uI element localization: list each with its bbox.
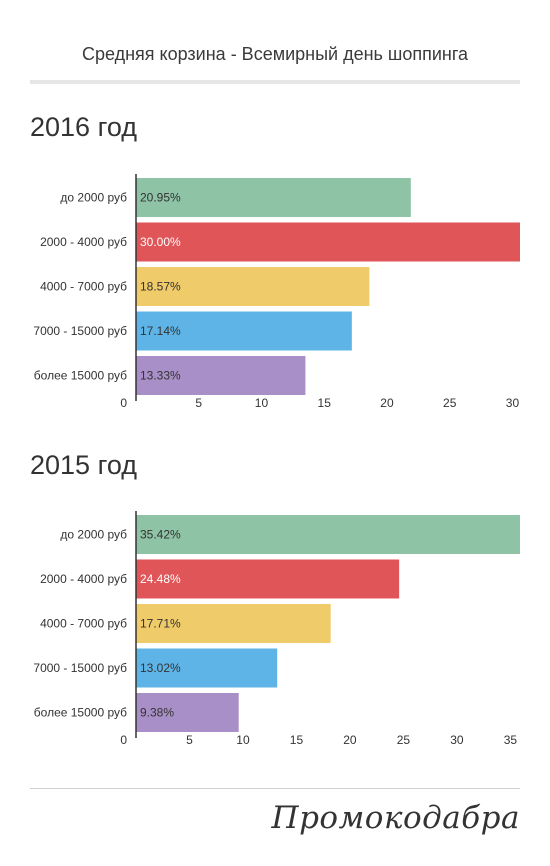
data-label: 30.00% <box>140 235 181 249</box>
bar-2 <box>136 604 331 643</box>
category-label: более 15000 руб <box>34 706 127 720</box>
x-tick-label: 30 <box>506 396 520 410</box>
x-tick-label: 0 <box>120 396 127 410</box>
category-label: 2000 - 4000 руб <box>40 572 127 586</box>
chart-2015: до 2000 руб 35.42% 2000 - 4000 руб 24.48% 40… <box>0 507 550 767</box>
data-label: 17.71% <box>140 617 181 631</box>
data-label: 24.48% <box>140 572 181 586</box>
category-label: 2000 - 4000 руб <box>40 235 127 249</box>
category-label: более 15000 руб <box>34 369 127 383</box>
brand-logo: Промокодабра <box>271 800 520 836</box>
bar-0 <box>136 178 411 217</box>
x-tick-label: 0 <box>120 733 127 747</box>
page-title: Средняя корзина - Всемирный день шоппинг… <box>81 44 469 64</box>
category-label: до 2000 руб <box>60 528 127 542</box>
data-label: 13.33% <box>140 369 181 383</box>
bar-1 <box>136 559 400 599</box>
x-tick-label: 10 <box>255 396 269 410</box>
chart-svg: до 2000 руб 35.42% 2000 - 4000 руб 24.48% 40… <box>33 511 520 747</box>
title-divider <box>30 80 520 84</box>
x-tick-label: 10 <box>236 733 250 747</box>
x-tick-label: 5 <box>195 396 202 410</box>
x-tick-label: 20 <box>380 396 394 410</box>
chart-svg: до 2000 руб 20.95% 2000 - 4000 руб 30.00% 40… <box>33 174 520 410</box>
data-label: 9.38% <box>140 706 174 720</box>
x-tick-label: 35 <box>504 733 518 747</box>
bar-2 <box>136 267 370 306</box>
chart-2015-title: 2015 год <box>30 450 137 480</box>
data-label: 20.95% <box>140 191 181 205</box>
bar-1 <box>136 222 520 262</box>
data-label: 17.14% <box>140 324 181 338</box>
x-tick-label: 25 <box>397 733 411 747</box>
category-label: 7000 - 15000 руб <box>33 661 127 675</box>
bar-3 <box>136 311 352 351</box>
chart-2016: до 2000 руб 20.95% 2000 - 4000 руб 30.00% 40… <box>0 170 550 430</box>
x-tick-label: 20 <box>343 733 357 747</box>
x-tick-label: 30 <box>450 733 464 747</box>
x-tick-label: 25 <box>443 396 457 410</box>
bar-4 <box>136 693 239 732</box>
category-label: 7000 - 15000 руб <box>33 324 127 338</box>
data-label: 35.42% <box>140 528 181 542</box>
category-label: до 2000 руб <box>60 191 127 205</box>
data-label: 13.02% <box>140 661 181 675</box>
bar-3 <box>136 648 278 688</box>
x-tick-label: 5 <box>186 733 193 747</box>
bar-0 <box>136 515 520 554</box>
chart-2016-title: 2016 год <box>30 112 137 142</box>
x-tick-label: 15 <box>318 396 332 410</box>
data-label: 18.57% <box>140 280 181 294</box>
bar-4 <box>136 356 306 395</box>
footer-divider <box>30 788 520 789</box>
category-label: 4000 - 7000 руб <box>40 617 127 631</box>
x-tick-label: 15 <box>290 733 304 747</box>
category-label: 4000 - 7000 руб <box>40 280 127 294</box>
